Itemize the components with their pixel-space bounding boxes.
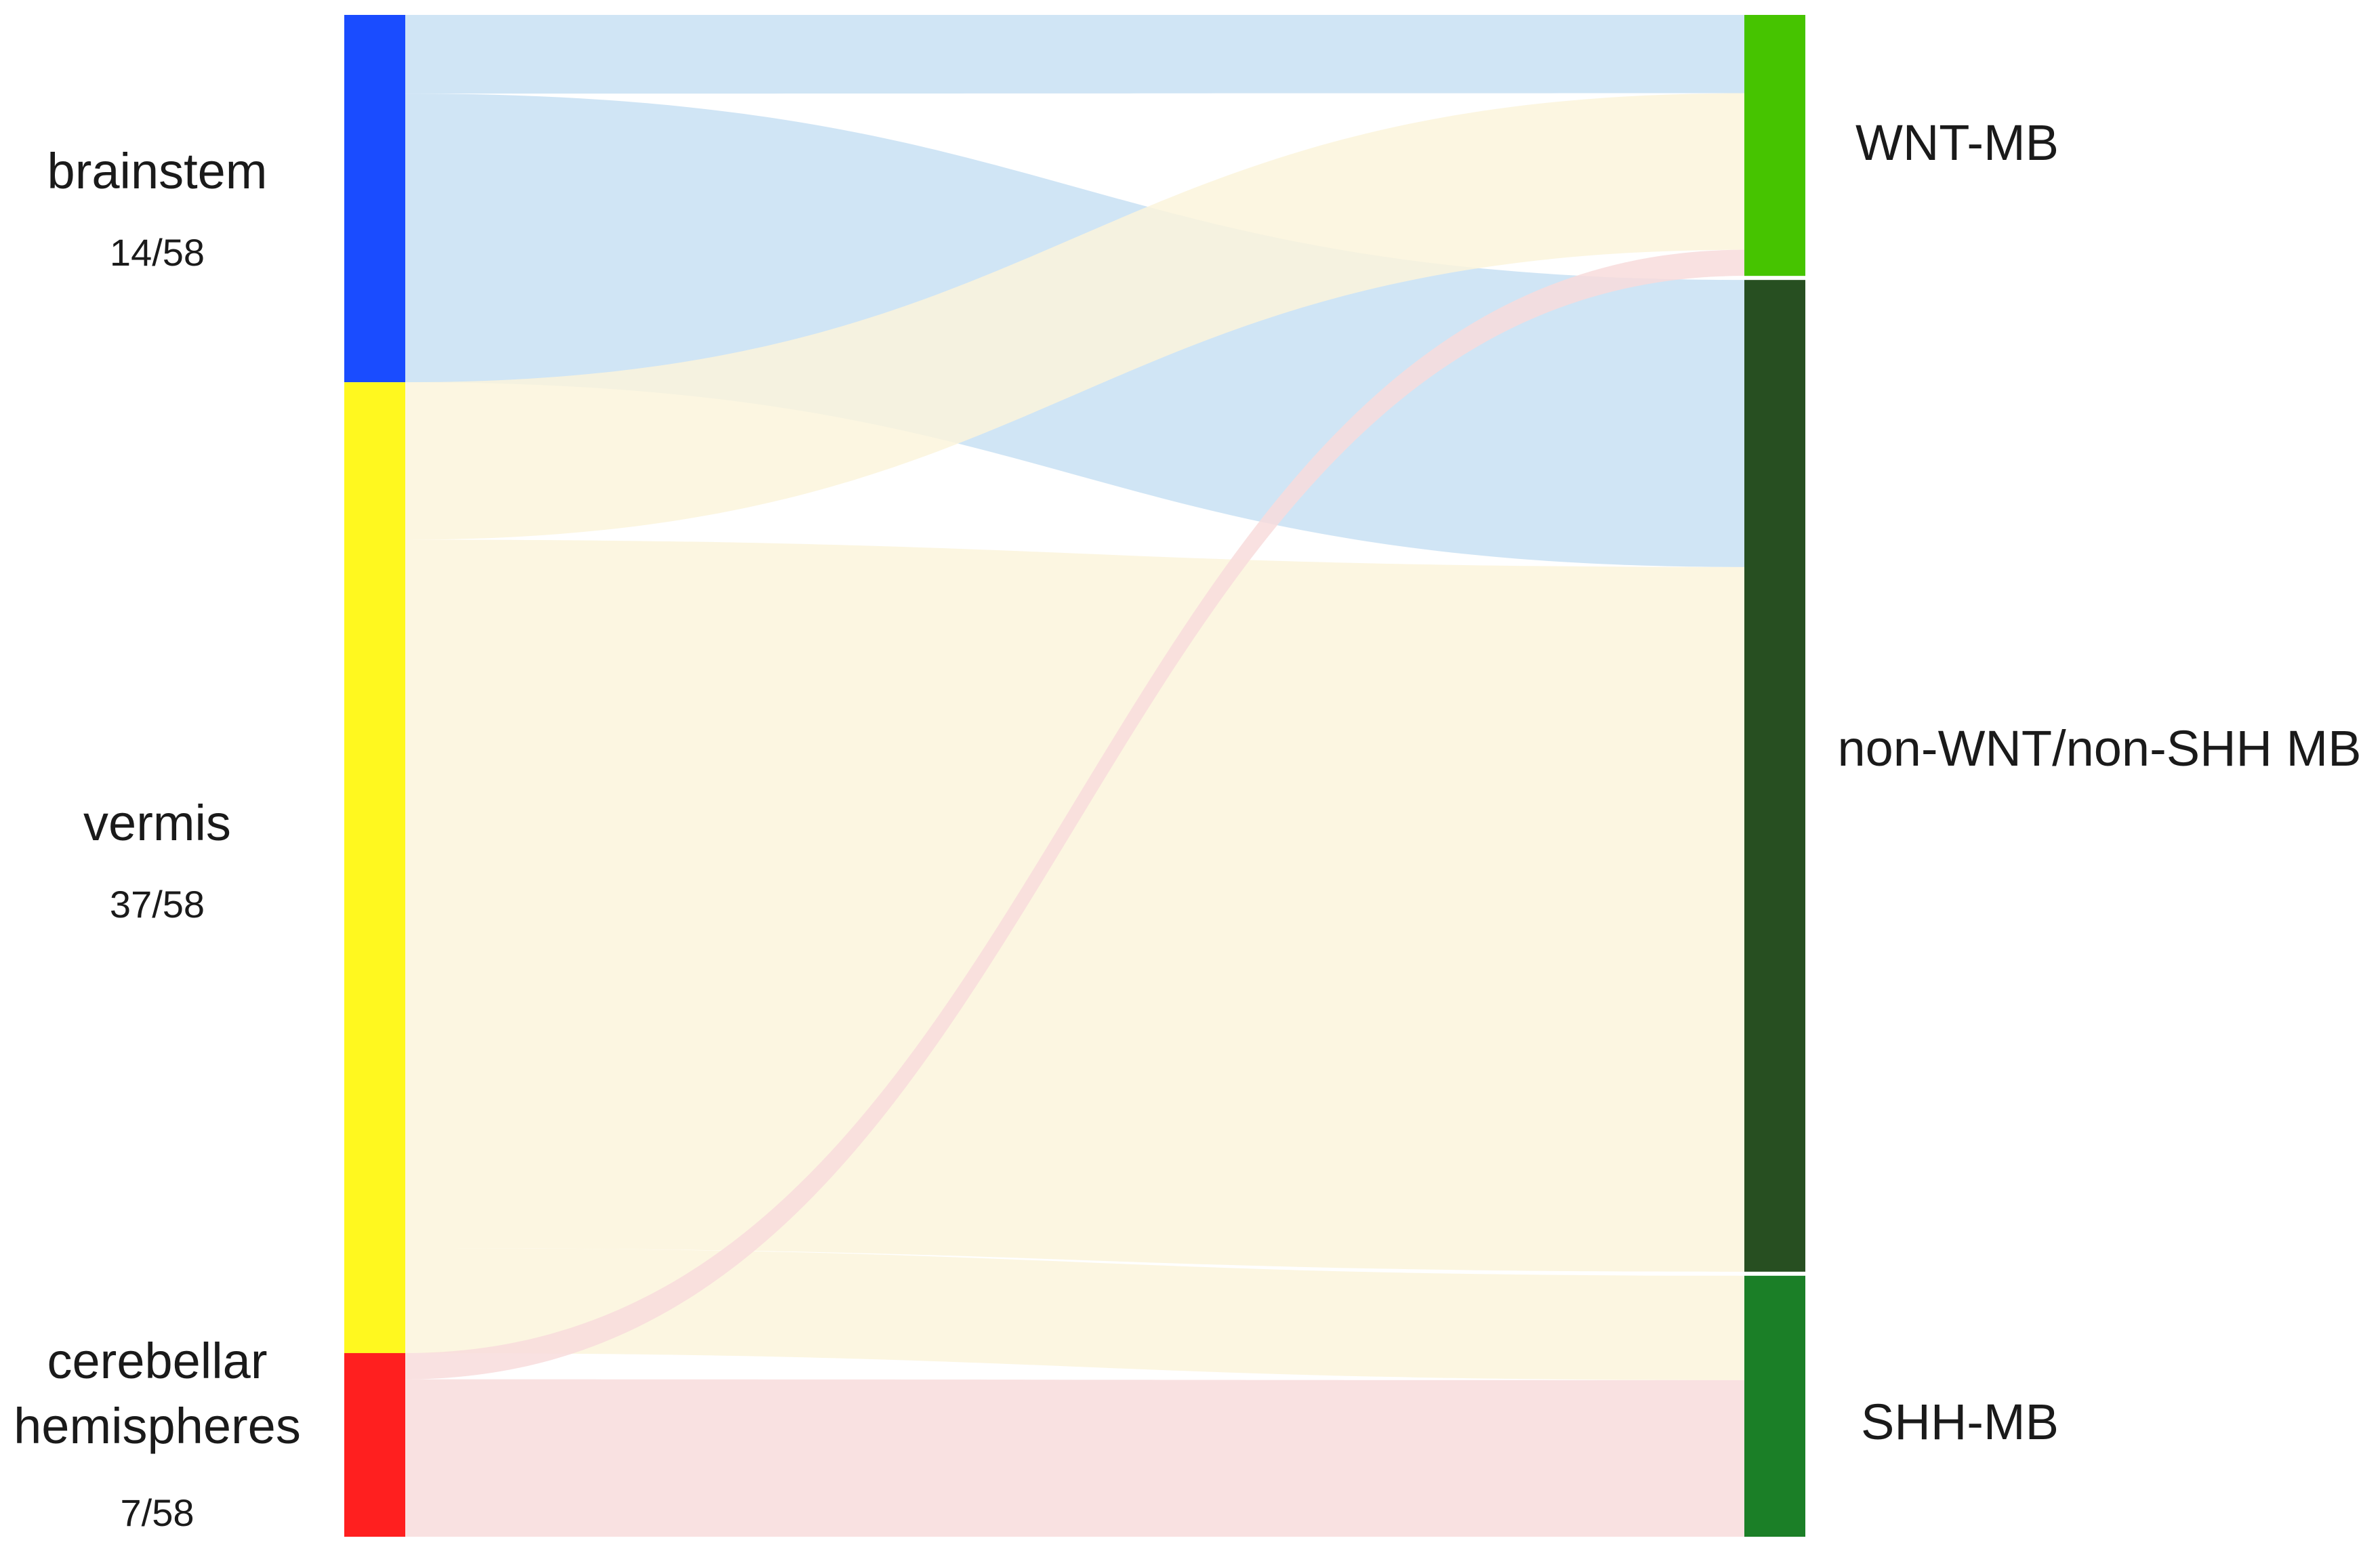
count-brainstem: 14/58 [110,231,205,274]
node-shh [1744,1275,1805,1537]
flow-cerebellar-hemispheres-to-shh [405,1379,1744,1537]
flow-vermis-to-non-wnt-non-shh [405,539,1744,1272]
node-vermis [344,382,405,1353]
label-layer: brainstem 14/58 vermis 37/58 cerebellar hemis… [14,115,2361,1534]
count-cerebellar-hemispheres: 7/58 [121,1491,194,1534]
label-shh: SHH-MB [1861,1394,2059,1450]
flow-cerebellar-hemispheres-to-wnt [405,249,1744,1380]
flow-vermis-to-shh [405,1248,1744,1380]
node-brainstem [344,15,405,383]
label-vermis-line-0: vermis [83,795,231,851]
node-non-wnt-non-shh [1744,280,1805,1272]
flow-brainstem-to-wnt [405,15,1744,94]
flow-layer [405,15,1744,1537]
node-wnt [1744,15,1805,276]
node-layer [344,15,1805,1537]
label-cerebellar-hemispheres-line-1: hemispheres [14,1398,301,1454]
label-wnt: WNT-MB [1855,115,2059,171]
label-non-wnt-non-shh: non-WNT/non-SHH MB [1837,720,2361,776]
flow-vermis-to-wnt [405,93,1744,540]
label-cerebellar-hemispheres-line-0: cerebellar [47,1333,268,1389]
node-cerebellar-hemispheres [344,1352,405,1537]
count-vermis: 37/58 [110,883,205,926]
label-brainstem-line-0: brainstem [47,143,268,199]
